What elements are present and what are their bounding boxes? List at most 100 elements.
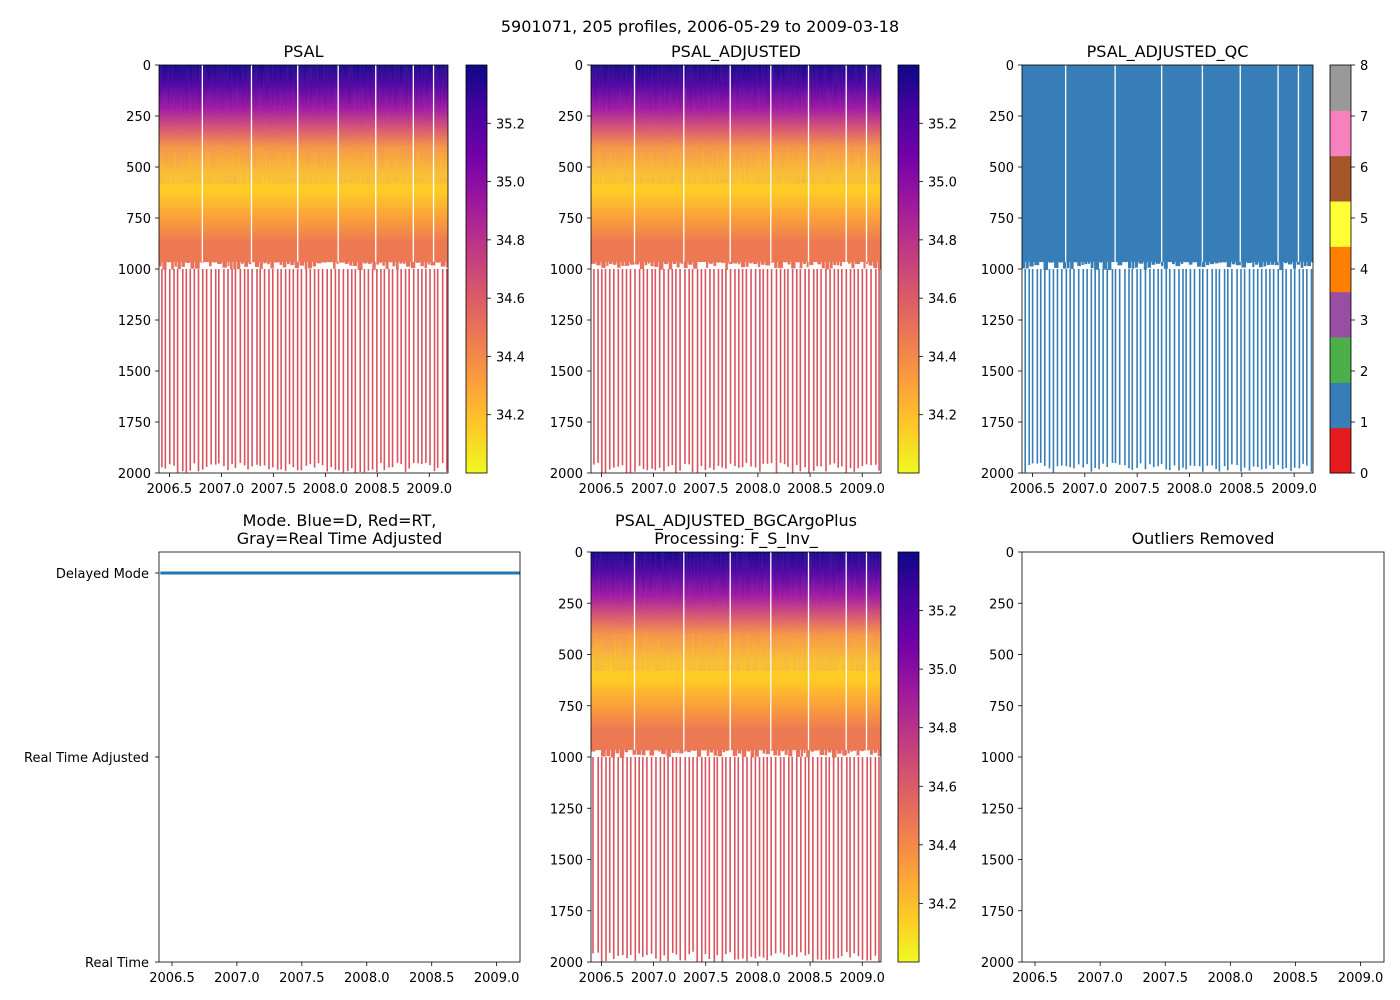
profile-edge bbox=[664, 260, 669, 265]
profile-edge bbox=[617, 260, 621, 268]
profile-edge bbox=[352, 260, 357, 267]
profile-edge bbox=[842, 748, 847, 756]
x-tick-label: 2009.0 bbox=[1338, 971, 1384, 986]
profile-edge bbox=[687, 748, 691, 753]
profile-edge bbox=[376, 260, 380, 265]
profile-edge bbox=[853, 748, 856, 751]
profile-edge bbox=[784, 748, 788, 755]
x-tick-label: 2009.0 bbox=[474, 971, 520, 986]
profile-edge bbox=[624, 748, 628, 753]
profile-edge bbox=[596, 260, 601, 266]
profile-edge bbox=[615, 748, 620, 754]
profile-edge bbox=[733, 260, 738, 264]
colorbar-segment bbox=[1330, 201, 1351, 247]
profile-edge bbox=[836, 260, 840, 266]
x-tick-label: 2008.5 bbox=[409, 971, 455, 986]
profile-edge bbox=[829, 260, 833, 269]
colorbar-tick-label: 34.4 bbox=[928, 839, 957, 854]
profile-edge bbox=[1090, 260, 1094, 269]
profile-edge bbox=[263, 260, 267, 264]
y-tick-label: 0 bbox=[1006, 546, 1014, 561]
colorbar-tick-label: 4 bbox=[1360, 263, 1368, 278]
x-tick-label: 2009.0 bbox=[839, 482, 885, 497]
profile-edge bbox=[167, 260, 171, 263]
profile-edge bbox=[639, 260, 645, 270]
y-tick-label: 750 bbox=[989, 212, 1014, 227]
profile-edge bbox=[385, 260, 389, 270]
colorbar-tick-label: 2 bbox=[1360, 365, 1368, 380]
profile-edge bbox=[1236, 260, 1241, 266]
profile-edge bbox=[765, 748, 770, 755]
profile-edge bbox=[1266, 260, 1271, 265]
profile-edge bbox=[294, 260, 299, 269]
x-tick-label: 2008.5 bbox=[1219, 482, 1265, 497]
profile-edge bbox=[863, 260, 866, 269]
plot-area bbox=[591, 65, 881, 473]
profile-edge bbox=[430, 260, 436, 266]
profile-edge bbox=[286, 260, 290, 265]
profile-edge bbox=[236, 260, 241, 270]
y-tick-label: 500 bbox=[989, 649, 1014, 664]
profile-edge bbox=[741, 748, 747, 757]
profile-edge bbox=[877, 748, 881, 757]
profile-edge bbox=[825, 260, 829, 270]
x-tick-label: 2008.0 bbox=[303, 482, 349, 497]
profile-edge bbox=[601, 260, 606, 268]
y-tick-label: 1750 bbox=[550, 905, 583, 920]
profile-edge bbox=[1193, 260, 1197, 263]
x-tick-label: 2008.5 bbox=[1273, 971, 1319, 986]
profile-edge bbox=[745, 260, 749, 267]
subplot-mode: Real Time Real Time Adjusted Delayed Mode 2… bbox=[24, 511, 521, 986]
profile-edge bbox=[688, 260, 693, 265]
profile-edge bbox=[803, 748, 806, 754]
profile-edge bbox=[632, 748, 637, 755]
profile-edge bbox=[749, 260, 753, 264]
x-tick-label: 2006.5 bbox=[579, 971, 625, 986]
profile-edge bbox=[1226, 260, 1232, 268]
profile-edge bbox=[722, 748, 726, 753]
x-tick-label: 2009.0 bbox=[1271, 482, 1317, 497]
x-tick-label: 2007.5 bbox=[683, 482, 729, 497]
profile-edge bbox=[1151, 260, 1156, 265]
x-tick-label: 2006.5 bbox=[1012, 971, 1058, 986]
y-tick-label: 750 bbox=[558, 700, 583, 715]
profile-edge bbox=[1311, 260, 1313, 263]
profile-edge bbox=[839, 260, 842, 267]
profile-edge bbox=[813, 260, 817, 263]
profile-edge bbox=[721, 260, 725, 264]
profile-edge bbox=[654, 748, 658, 751]
profile-edge bbox=[606, 260, 609, 266]
x-tick-label: 2008.5 bbox=[787, 971, 833, 986]
profile-edge bbox=[1209, 260, 1215, 265]
profile-edge bbox=[171, 260, 174, 270]
profile-edge bbox=[327, 260, 333, 263]
profile-edge bbox=[644, 260, 648, 266]
axes-title: PSAL bbox=[284, 42, 324, 61]
y-tick-label: 1000 bbox=[981, 263, 1014, 278]
profile-edge bbox=[646, 748, 649, 751]
y-tick-label: 1500 bbox=[981, 365, 1014, 380]
y-tick-label: 1500 bbox=[981, 854, 1014, 869]
profile-edge bbox=[654, 260, 659, 267]
x-tick-label: 2008.0 bbox=[344, 971, 390, 986]
profile-edge bbox=[869, 748, 873, 755]
profile-edge bbox=[1300, 260, 1304, 268]
profile-edge bbox=[1274, 260, 1279, 266]
profile-edge bbox=[363, 260, 368, 264]
profile-edge bbox=[322, 260, 328, 263]
profile-edge bbox=[787, 260, 791, 265]
profile-edge bbox=[1034, 260, 1040, 266]
y-tick-label: 1250 bbox=[118, 314, 151, 329]
y-tick-label: 250 bbox=[989, 110, 1014, 125]
x-tick-label: 2007.0 bbox=[1077, 971, 1123, 986]
colorbar-tick-label: 35.2 bbox=[928, 117, 957, 132]
profile-edge bbox=[1231, 260, 1236, 265]
profile-edge bbox=[698, 260, 701, 262]
profile-edge bbox=[619, 748, 625, 758]
texture-overlay bbox=[159, 65, 448, 184]
x-tick-label: 2007.5 bbox=[1142, 971, 1188, 986]
profile-edge bbox=[1143, 260, 1147, 270]
axes-frame bbox=[1021, 551, 1385, 963]
profile-edge bbox=[259, 260, 263, 269]
